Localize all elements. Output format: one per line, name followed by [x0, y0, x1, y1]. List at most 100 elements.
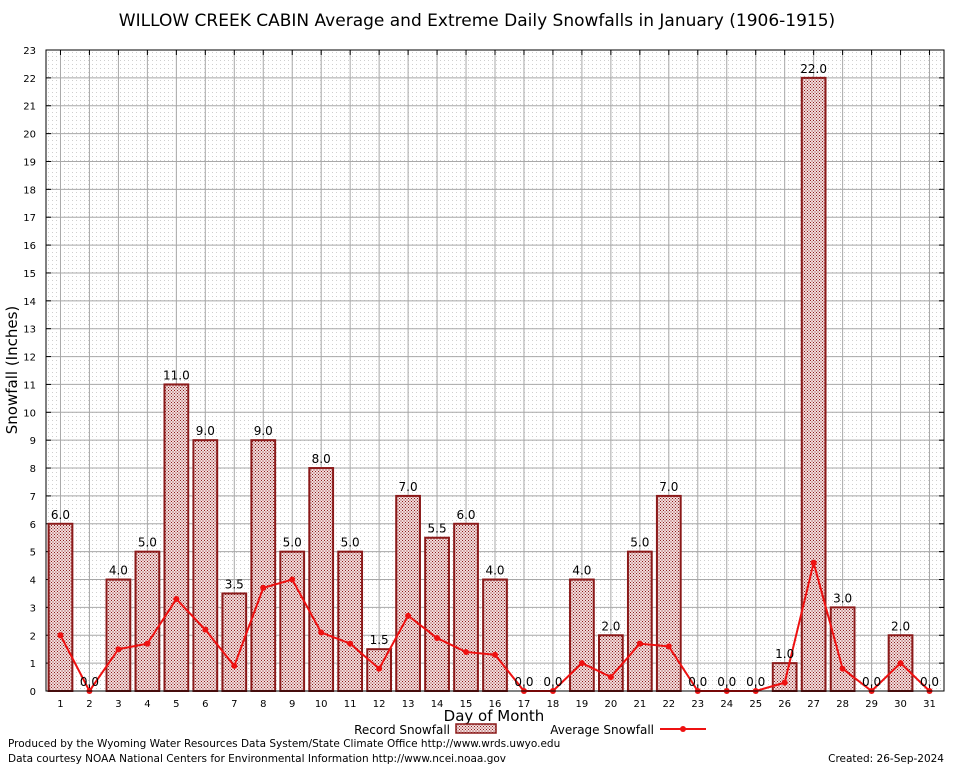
bar-value-label: 5.0: [630, 536, 649, 550]
record-snowfall-bar: [771, 662, 798, 692]
x-tick-label: 18: [547, 699, 560, 710]
bar-value-labels: 6.0 0.0 4.0 5.0 11.0 9.0 3.5 9.0 5.0 8.0 5.0 1.5 7.0…: [51, 62, 939, 689]
bar-value-label: 0.0: [543, 675, 562, 689]
record-snowfall-bars: [47, 76, 914, 693]
x-tick-label: 20: [605, 699, 618, 710]
average-snowfall-point: [202, 626, 209, 633]
x-tick-label: 28: [836, 699, 849, 710]
x-tick-label: 9: [289, 699, 295, 710]
x-tick-label: 8: [260, 699, 266, 710]
x-tick-label: 5: [173, 699, 179, 710]
x-tick-label: 30: [894, 699, 907, 710]
average-snowfall-line: [57, 559, 933, 694]
average-snowfall-point: [318, 629, 325, 636]
record-snowfall-bar: [424, 536, 450, 693]
legend-swatch-average-marker: [680, 726, 686, 732]
y-tick-label: 23: [23, 46, 36, 57]
bar-value-label: 1.0: [775, 647, 794, 661]
bar-value-label: 6.0: [456, 508, 475, 522]
record-snowfall-bar: [47, 522, 74, 692]
footer-produced-by: Produced by the Wyoming Water Resources …: [8, 738, 561, 750]
bar-value-label: 5.0: [283, 536, 302, 550]
average-snowfall-point: [376, 665, 383, 672]
bar-value-label: 0.0: [746, 675, 765, 689]
bar-value-label: 9.0: [254, 424, 273, 438]
x-tick-label: 10: [315, 699, 328, 710]
y-tick-label: 22: [23, 74, 36, 85]
x-tick-label: 23: [691, 699, 704, 710]
x-tick-label: 3: [115, 699, 121, 710]
bar-value-label: 4.0: [485, 564, 504, 578]
x-tick-label: 4: [144, 699, 150, 710]
bar-value-label: 22.0: [800, 62, 827, 76]
x-tick-label: 13: [402, 699, 415, 710]
y-tick-label: 17: [23, 213, 36, 224]
record-snowfall-bar: [597, 634, 624, 692]
y-tick-label: 1: [30, 659, 36, 670]
y-tick-label: 5: [30, 548, 36, 559]
average-snowfall-point: [665, 643, 672, 650]
bar-value-label: 3.0: [833, 591, 852, 605]
average-snowfall-point: [173, 596, 180, 603]
x-tick-label: 14: [431, 699, 444, 710]
y-tick-label: 13: [23, 325, 36, 336]
bar-value-label: 4.0: [572, 564, 591, 578]
x-tick-label: 17: [518, 699, 531, 710]
record-snowfall-bar: [250, 439, 277, 692]
bar-value-label: 0.0: [688, 675, 707, 689]
bar-value-label: 3.5: [225, 577, 244, 591]
y-axis-label: Snowfall (Inches): [3, 306, 21, 434]
bar-value-label: 5.0: [341, 536, 360, 550]
legend-label-average: Average Snowfall: [550, 723, 654, 737]
bar-value-label: 5.5: [428, 522, 447, 536]
record-snowfall-bar: [337, 550, 364, 692]
record-snowfall-bar: [134, 550, 161, 692]
x-tick-label: 11: [344, 699, 357, 710]
average-snowfall-point: [492, 651, 498, 658]
average-snowfall-point: [144, 640, 151, 647]
x-tick-label: 24: [720, 699, 733, 710]
legend-label-record: Record Snowfall: [354, 723, 450, 737]
bar-value-label: 9.0: [196, 424, 215, 438]
y-tick-label: 2: [30, 631, 36, 642]
y-tick-label: 4: [30, 576, 36, 587]
record-snowfall-bar: [163, 383, 190, 692]
footer-created-date: Created: 26-Sep-2024: [828, 753, 944, 765]
plot-frame: [45, 49, 945, 692]
record-snowfall-bar: [569, 578, 595, 692]
average-snowfall-point: [231, 662, 238, 669]
x-tick-label: 22: [662, 699, 675, 710]
average-snowfall-point: [810, 559, 817, 566]
x-tick-label: 25: [749, 699, 762, 710]
average-snowfall-point: [434, 635, 441, 642]
y-tick-label: 20: [23, 130, 36, 141]
record-snowfall-bar: [453, 522, 479, 692]
y-tick-label: 6: [30, 520, 36, 531]
y-tick-label: 18: [23, 185, 36, 196]
average-snowfall-point: [897, 660, 904, 667]
bar-value-label: 0.0: [717, 675, 736, 689]
average-snowfall-point: [636, 640, 643, 647]
average-snowfall-point: [115, 646, 122, 653]
record-snowfall-bar: [626, 550, 653, 692]
bar-value-label: 2.0: [601, 619, 620, 633]
bar-value-label: 11.0: [163, 368, 190, 382]
x-axis-label: Day of Month: [444, 707, 545, 725]
y-tick-label: 21: [23, 102, 36, 113]
record-snowfall-bar: [105, 578, 132, 692]
y-tick-label: 10: [23, 408, 36, 419]
bar-value-label: 0.0: [920, 675, 939, 689]
y-tick-label: 0: [30, 687, 36, 698]
bar-value-label: 2.0: [891, 619, 910, 633]
y-tick-label: 19: [23, 157, 36, 168]
y-tick-label: 12: [23, 353, 36, 364]
y-tick-label: 14: [23, 297, 36, 308]
record-snowfall-bar: [482, 578, 508, 692]
y-tick-label: 3: [30, 603, 36, 614]
bar-value-label: 0.0: [514, 675, 533, 689]
y-tick-label: 11: [23, 380, 36, 391]
average-snowfall-point: [347, 640, 354, 647]
record-snowfall-bar: [192, 439, 219, 692]
record-snowfall-bar: [829, 606, 856, 692]
